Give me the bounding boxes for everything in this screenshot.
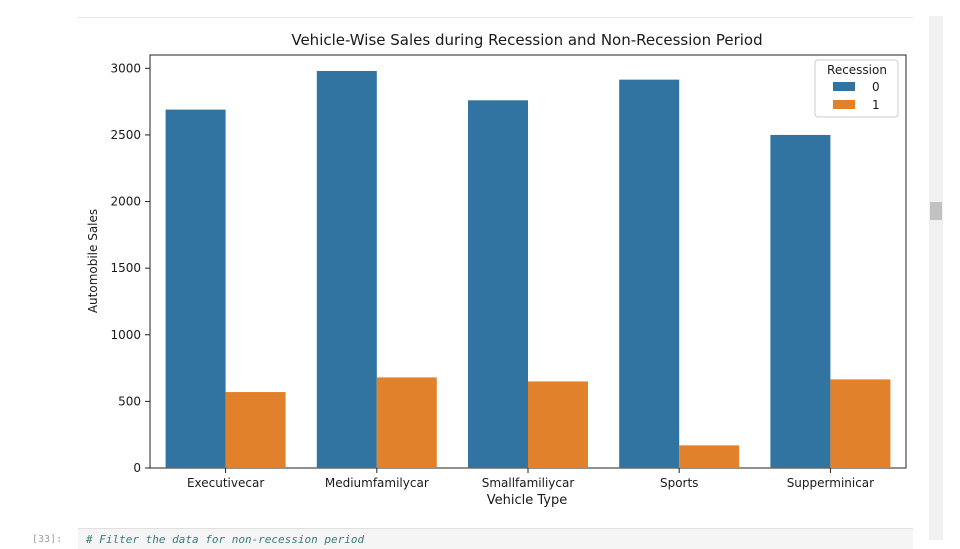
bar-mediumfamilycar-recession-1 [376,377,437,468]
y-axis-label: Automobile Sales [86,209,100,313]
bar-sports-recession-0 [619,79,680,468]
bar-smallfamiliycar-recession-0 [468,100,528,468]
x-tick-label: Executivecar [187,476,264,490]
y-tick-label: 1000 [110,328,141,342]
legend: Recession 0 1 [814,59,899,118]
bar-mediumfamilycar-recession-0 [316,70,377,469]
cell-divider [78,17,913,18]
y-tick-label: 3000 [110,61,141,75]
scrollbar-thumb[interactable] [930,202,942,220]
legend-swatch [833,100,855,109]
chart-title: Vehicle-Wise Sales during Recession and … [291,31,762,49]
x-axis-label: Vehicle Type [487,493,567,508]
bar-sports-recession-1 [679,445,740,468]
bar-smallfamiliycar-recession-1 [528,381,588,468]
bar-executivecar-recession-0 [165,109,226,468]
bars [165,70,891,469]
y-tick-label: 2000 [110,195,141,209]
y-tick-label: 2500 [110,128,141,142]
bar-supperminicar-recession-1 [830,379,891,468]
y-tick-label: 1500 [110,261,141,275]
x-tick-label: Mediumfamilycar [325,476,429,490]
x-tick-label: Supperminicar [787,476,874,490]
legend-label: 0 [872,80,880,94]
y-tick-label: 0 [133,461,141,475]
legend-label: 1 [872,98,880,112]
x-tick-label: Sports [660,476,698,490]
bar-supperminicar-recession-0 [770,134,831,468]
bar-executivecar-recession-1 [225,392,286,468]
y-axis: 0 500 1000 1500 2000 2500 3000 [110,61,150,475]
legend-title: Recession [827,63,887,77]
legend-swatch [833,82,855,91]
scrollbar-track[interactable] [929,16,943,540]
x-axis: Executivecar Mediumfamilycar Smallfamiliyc… [187,468,874,490]
x-tick-label: Smallfamiliycar [482,476,575,490]
y-tick-label: 500 [118,394,141,408]
